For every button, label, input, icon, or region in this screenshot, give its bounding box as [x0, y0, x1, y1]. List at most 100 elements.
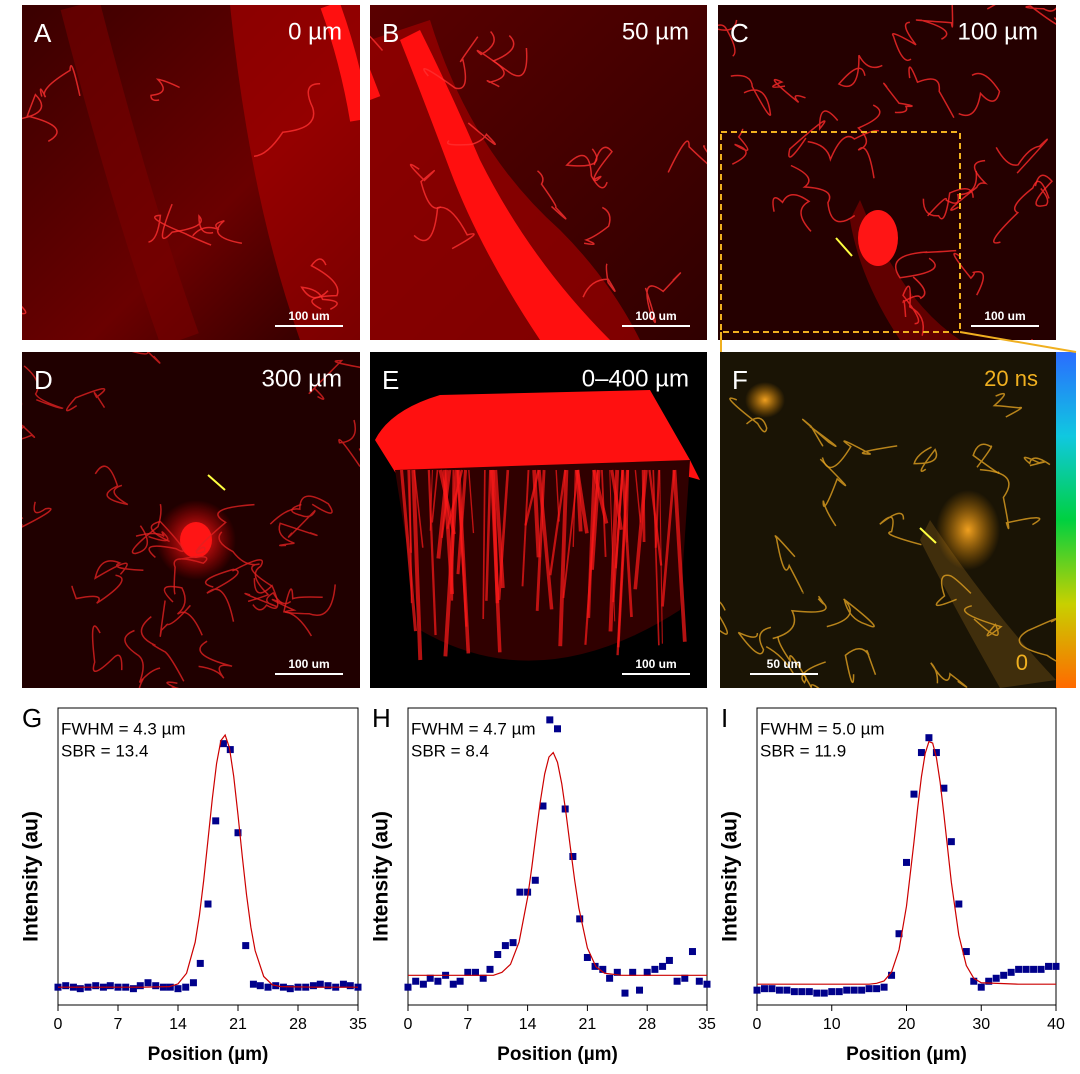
panel-b-image	[370, 5, 707, 340]
vessel	[572, 469, 577, 547]
vessel	[857, 104, 881, 179]
plot-frame	[756, 707, 1057, 1006]
vessel-group	[399, 469, 687, 661]
data-point	[790, 988, 798, 996]
vessel	[1025, 5, 1056, 25]
x-tick-label: 10	[823, 1016, 841, 1033]
vessel	[958, 72, 1001, 117]
x-tick-label: 20	[898, 1016, 916, 1033]
vessel	[582, 263, 616, 298]
vessel	[269, 495, 333, 525]
x-tick-label: 7	[114, 1016, 123, 1033]
data-point	[189, 979, 197, 987]
vessel	[992, 392, 1022, 418]
vessel	[772, 595, 827, 640]
data-point	[695, 977, 703, 985]
vessel	[94, 465, 129, 506]
vessel	[807, 129, 880, 162]
vessel	[672, 469, 687, 642]
depth-label: 0 µm	[288, 18, 342, 45]
vessel	[413, 206, 475, 250]
data-point	[665, 956, 673, 964]
data-point	[651, 965, 659, 973]
vessel	[819, 458, 847, 527]
vessel	[310, 258, 339, 310]
panel-d-image	[22, 352, 360, 688]
data-point	[768, 985, 776, 993]
data-point	[1045, 962, 1053, 970]
data-point	[673, 977, 681, 985]
vessel	[22, 93, 58, 142]
data-point	[256, 982, 264, 990]
vessel	[562, 469, 579, 599]
vessel	[922, 188, 974, 220]
x-tick-label: 28	[289, 1016, 307, 1033]
vessel	[161, 203, 214, 239]
vessel	[801, 418, 837, 447]
zoom-connector	[959, 331, 1077, 353]
vessel	[575, 469, 583, 532]
vessel	[648, 469, 663, 566]
vessel	[626, 469, 630, 543]
vessel	[730, 74, 772, 116]
vessel	[821, 440, 898, 469]
vessel	[558, 469, 569, 647]
data-point	[1022, 965, 1030, 973]
depth-label: 100 µm	[957, 18, 1038, 45]
vessel	[148, 214, 212, 246]
data-point	[196, 959, 204, 967]
x-tick-label: 21	[229, 1016, 247, 1033]
panel-a-image	[22, 5, 360, 340]
vessel	[244, 591, 292, 608]
vessel	[131, 352, 161, 364]
data-point	[917, 749, 925, 757]
annotation: SBR = 11.9	[760, 741, 846, 760]
data-point	[539, 802, 547, 810]
vessel	[537, 469, 554, 610]
data-point	[858, 986, 866, 994]
vessel	[166, 681, 180, 688]
data-point	[613, 968, 621, 976]
vessel	[614, 469, 624, 569]
data-point	[843, 986, 851, 994]
x-tick-label: 35	[698, 1016, 716, 1033]
vessel	[587, 469, 596, 618]
panel-c-image	[718, 5, 1056, 340]
panel-f-image	[720, 352, 1056, 688]
vessel	[408, 469, 413, 604]
data-point	[895, 930, 903, 938]
vessel	[774, 535, 804, 594]
profile-line	[835, 237, 853, 257]
vessel	[837, 54, 883, 88]
vessels	[22, 5, 1056, 688]
vessel	[935, 574, 972, 607]
vessel	[413, 469, 424, 548]
vessel	[485, 469, 492, 601]
vessel	[953, 252, 984, 296]
data-point	[576, 915, 584, 923]
vessel	[140, 616, 185, 682]
vessel	[486, 35, 515, 88]
y-axis-label: Intensity (au)	[20, 811, 43, 942]
profile-line	[207, 474, 226, 491]
data-point	[531, 876, 539, 884]
vessel	[300, 286, 338, 310]
vessel	[879, 512, 922, 546]
vessel	[23, 365, 64, 410]
x-tick-label: 28	[638, 1016, 656, 1033]
vessel	[737, 626, 772, 655]
vessel	[826, 598, 875, 628]
profile-line	[919, 527, 937, 544]
data-point	[426, 974, 434, 982]
data-point	[92, 982, 100, 990]
data-point	[992, 974, 1000, 982]
data-point	[516, 888, 524, 896]
vessel	[195, 503, 255, 554]
vessel	[772, 78, 806, 103]
vessel	[429, 469, 433, 531]
vessel	[995, 138, 1048, 174]
vessel	[667, 140, 707, 173]
data-point	[947, 838, 955, 846]
vessel	[308, 359, 360, 400]
